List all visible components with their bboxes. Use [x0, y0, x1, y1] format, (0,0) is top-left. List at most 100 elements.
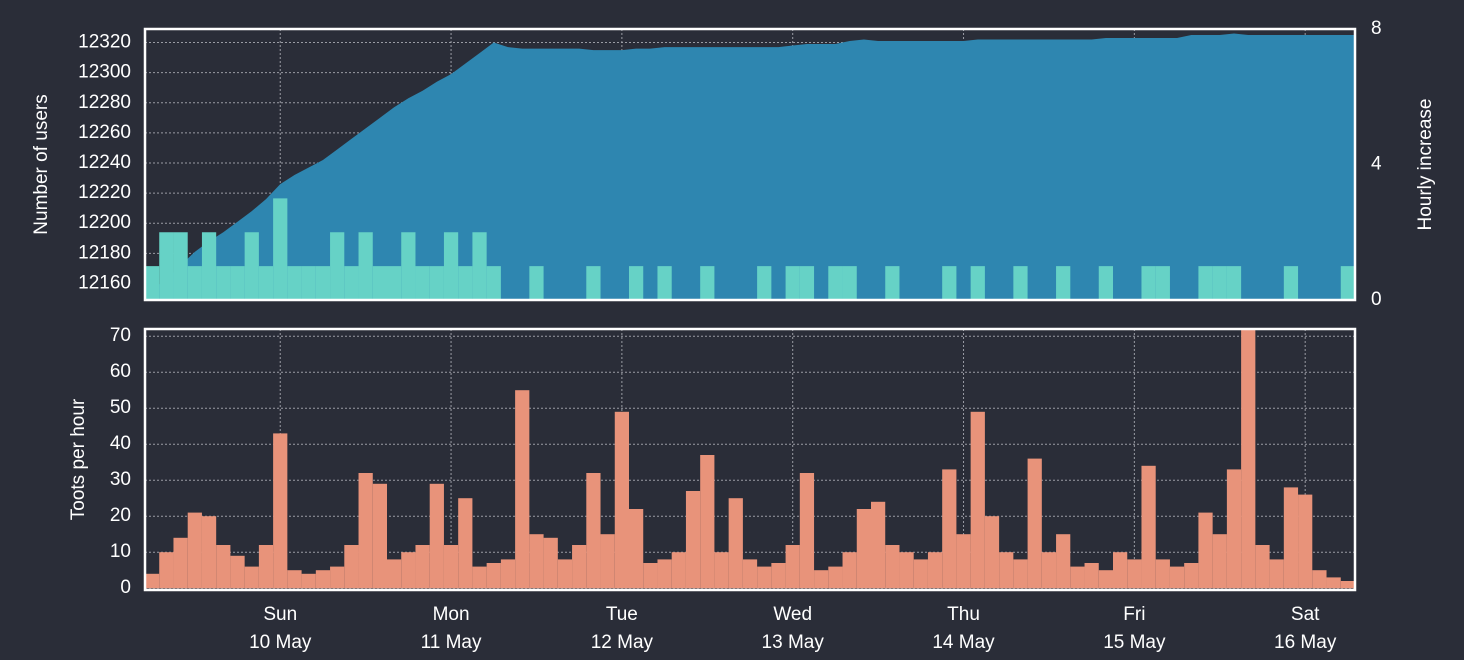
bar	[970, 266, 985, 300]
users-area	[145, 33, 1355, 300]
bar	[201, 232, 217, 300]
bar	[572, 545, 587, 589]
bar	[600, 534, 615, 589]
y-tick-label: 12260	[78, 122, 131, 143]
bar	[1340, 581, 1355, 589]
y2-axis-label: Hourly increase	[1415, 99, 1436, 231]
bar	[258, 266, 274, 300]
y-tick-label: 12280	[78, 92, 131, 113]
y-tick-label: 30	[110, 469, 131, 490]
labels: 12160 12180 12200 12220 12240 12260 12280 12300…	[31, 18, 1436, 598]
bar	[1212, 266, 1227, 300]
bar	[216, 266, 231, 300]
bar	[529, 534, 544, 589]
bar	[415, 266, 430, 300]
bar	[586, 266, 601, 300]
bar	[814, 570, 829, 589]
bar	[885, 545, 900, 589]
bar	[472, 566, 487, 589]
bar	[643, 563, 658, 589]
bar	[159, 552, 174, 589]
bar	[1070, 566, 1085, 589]
y2-tick-label: 8	[1371, 18, 1382, 39]
y-axis-label: Toots per hour	[68, 398, 89, 520]
y-tick-label: 40	[110, 433, 131, 454]
bar	[757, 266, 772, 300]
bar	[372, 483, 387, 589]
bar	[1169, 566, 1185, 589]
y-tick-label: 12180	[78, 242, 131, 263]
bar	[942, 266, 957, 300]
bar	[1298, 494, 1313, 589]
y-tick-label: 12200	[78, 212, 131, 233]
bar	[429, 483, 444, 589]
bar	[1326, 577, 1341, 589]
x-tick-label: Wed 13 May	[761, 604, 824, 653]
bar	[1198, 512, 1213, 589]
y-tick-label: 60	[110, 361, 131, 382]
bar	[401, 232, 416, 300]
bar	[187, 266, 202, 300]
bar	[301, 266, 316, 300]
bar	[415, 545, 430, 589]
bar	[529, 266, 544, 300]
bar	[1056, 534, 1071, 589]
bar	[1098, 570, 1113, 589]
bar	[742, 559, 758, 589]
y2-tick-label: 4	[1371, 154, 1382, 175]
bar	[230, 266, 245, 300]
bar	[1198, 266, 1213, 300]
y-tick-label: 12160	[78, 272, 131, 293]
bar	[1141, 266, 1156, 300]
bar	[344, 266, 359, 300]
bar	[700, 455, 715, 589]
bar	[557, 559, 573, 589]
bar	[330, 566, 345, 589]
top-plot	[145, 29, 1355, 300]
bottom-plot	[145, 329, 1355, 590]
bar	[1127, 559, 1142, 589]
bar	[984, 516, 1000, 589]
x-tick-label: Mon 11 May	[420, 604, 482, 653]
bar	[500, 559, 516, 589]
bar	[401, 552, 416, 589]
bar	[871, 501, 886, 589]
bar	[173, 232, 188, 300]
bar	[301, 573, 316, 589]
bar	[273, 433, 288, 589]
bar	[1184, 563, 1199, 589]
bar	[842, 266, 857, 300]
bar	[856, 509, 871, 589]
bar	[1212, 534, 1227, 589]
bar	[145, 266, 160, 300]
bar	[1241, 329, 1256, 589]
bar	[372, 266, 387, 300]
y-tick-label: 12300	[78, 62, 131, 83]
bar	[486, 266, 501, 300]
bar	[543, 537, 558, 589]
bar	[999, 552, 1014, 589]
bar	[315, 570, 331, 589]
bar	[927, 552, 943, 589]
bar	[244, 566, 259, 589]
bar	[287, 570, 302, 589]
bar	[757, 566, 772, 589]
y-tick-label: 20	[110, 505, 131, 526]
bar	[443, 232, 459, 300]
y-tick-label: 70	[110, 325, 131, 346]
bar	[629, 266, 644, 300]
bar	[201, 516, 217, 589]
bar	[1013, 266, 1028, 300]
bar	[586, 473, 601, 589]
bar	[913, 559, 928, 589]
x-tick-label: Sun 10 May	[249, 604, 312, 653]
y-tick-label: 12220	[78, 182, 131, 203]
bar	[173, 537, 188, 589]
bar	[671, 552, 686, 589]
bar	[842, 552, 857, 589]
bar	[344, 545, 359, 589]
bar	[145, 573, 160, 589]
bar	[714, 552, 729, 589]
bar	[970, 411, 985, 589]
